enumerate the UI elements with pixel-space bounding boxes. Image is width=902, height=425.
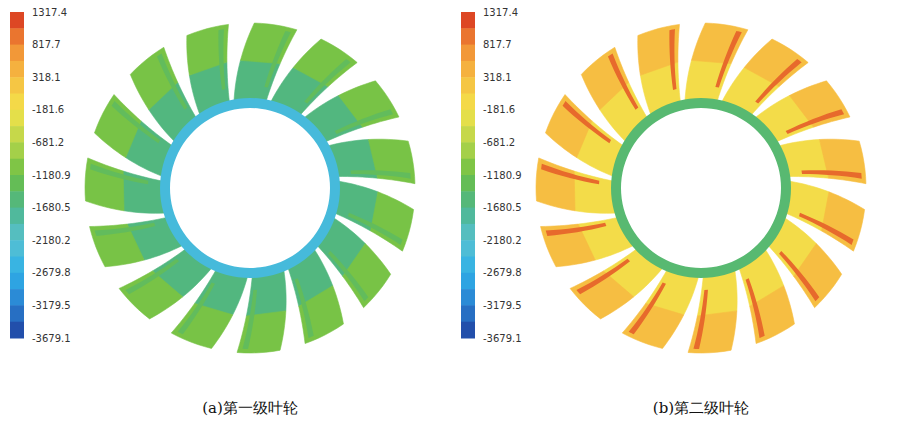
svg-text:-1180.9: -1180.9 (32, 170, 71, 181)
svg-text:-1680.5: -1680.5 (32, 202, 71, 213)
svg-text:-181.6: -181.6 (483, 104, 515, 115)
svg-text:-1680.5: -1680.5 (483, 202, 522, 213)
svg-text:1317.4: 1317.4 (32, 7, 67, 18)
svg-text:(b)第二级叶轮: (b)第二级叶轮 (653, 399, 749, 417)
svg-text:-2180.2: -2180.2 (32, 235, 71, 246)
svg-text:(a)第一级叶轮: (a)第一级叶轮 (202, 399, 298, 417)
svg-text:-181.6: -181.6 (32, 104, 64, 115)
svg-text:1317.4: 1317.4 (483, 7, 518, 18)
svg-text:-681.2: -681.2 (483, 137, 515, 148)
svg-text:318.1: 318.1 (32, 72, 61, 83)
svg-text:318.1: 318.1 (483, 72, 512, 83)
svg-text:-3679.1: -3679.1 (32, 333, 71, 344)
svg-text:-1180.9: -1180.9 (483, 170, 522, 181)
svg-text:-2679.8: -2679.8 (32, 267, 71, 278)
svg-text:-681.2: -681.2 (32, 137, 64, 148)
svg-text:-2679.8: -2679.8 (483, 267, 522, 278)
svg-text:817.7: 817.7 (483, 39, 512, 50)
svg-text:-2180.2: -2180.2 (483, 235, 522, 246)
svg-text:-3179.5: -3179.5 (32, 300, 71, 311)
svg-text:-3679.1: -3679.1 (483, 333, 522, 344)
svg-text:-3179.5: -3179.5 (483, 300, 522, 311)
svg-text:817.7: 817.7 (32, 39, 61, 50)
